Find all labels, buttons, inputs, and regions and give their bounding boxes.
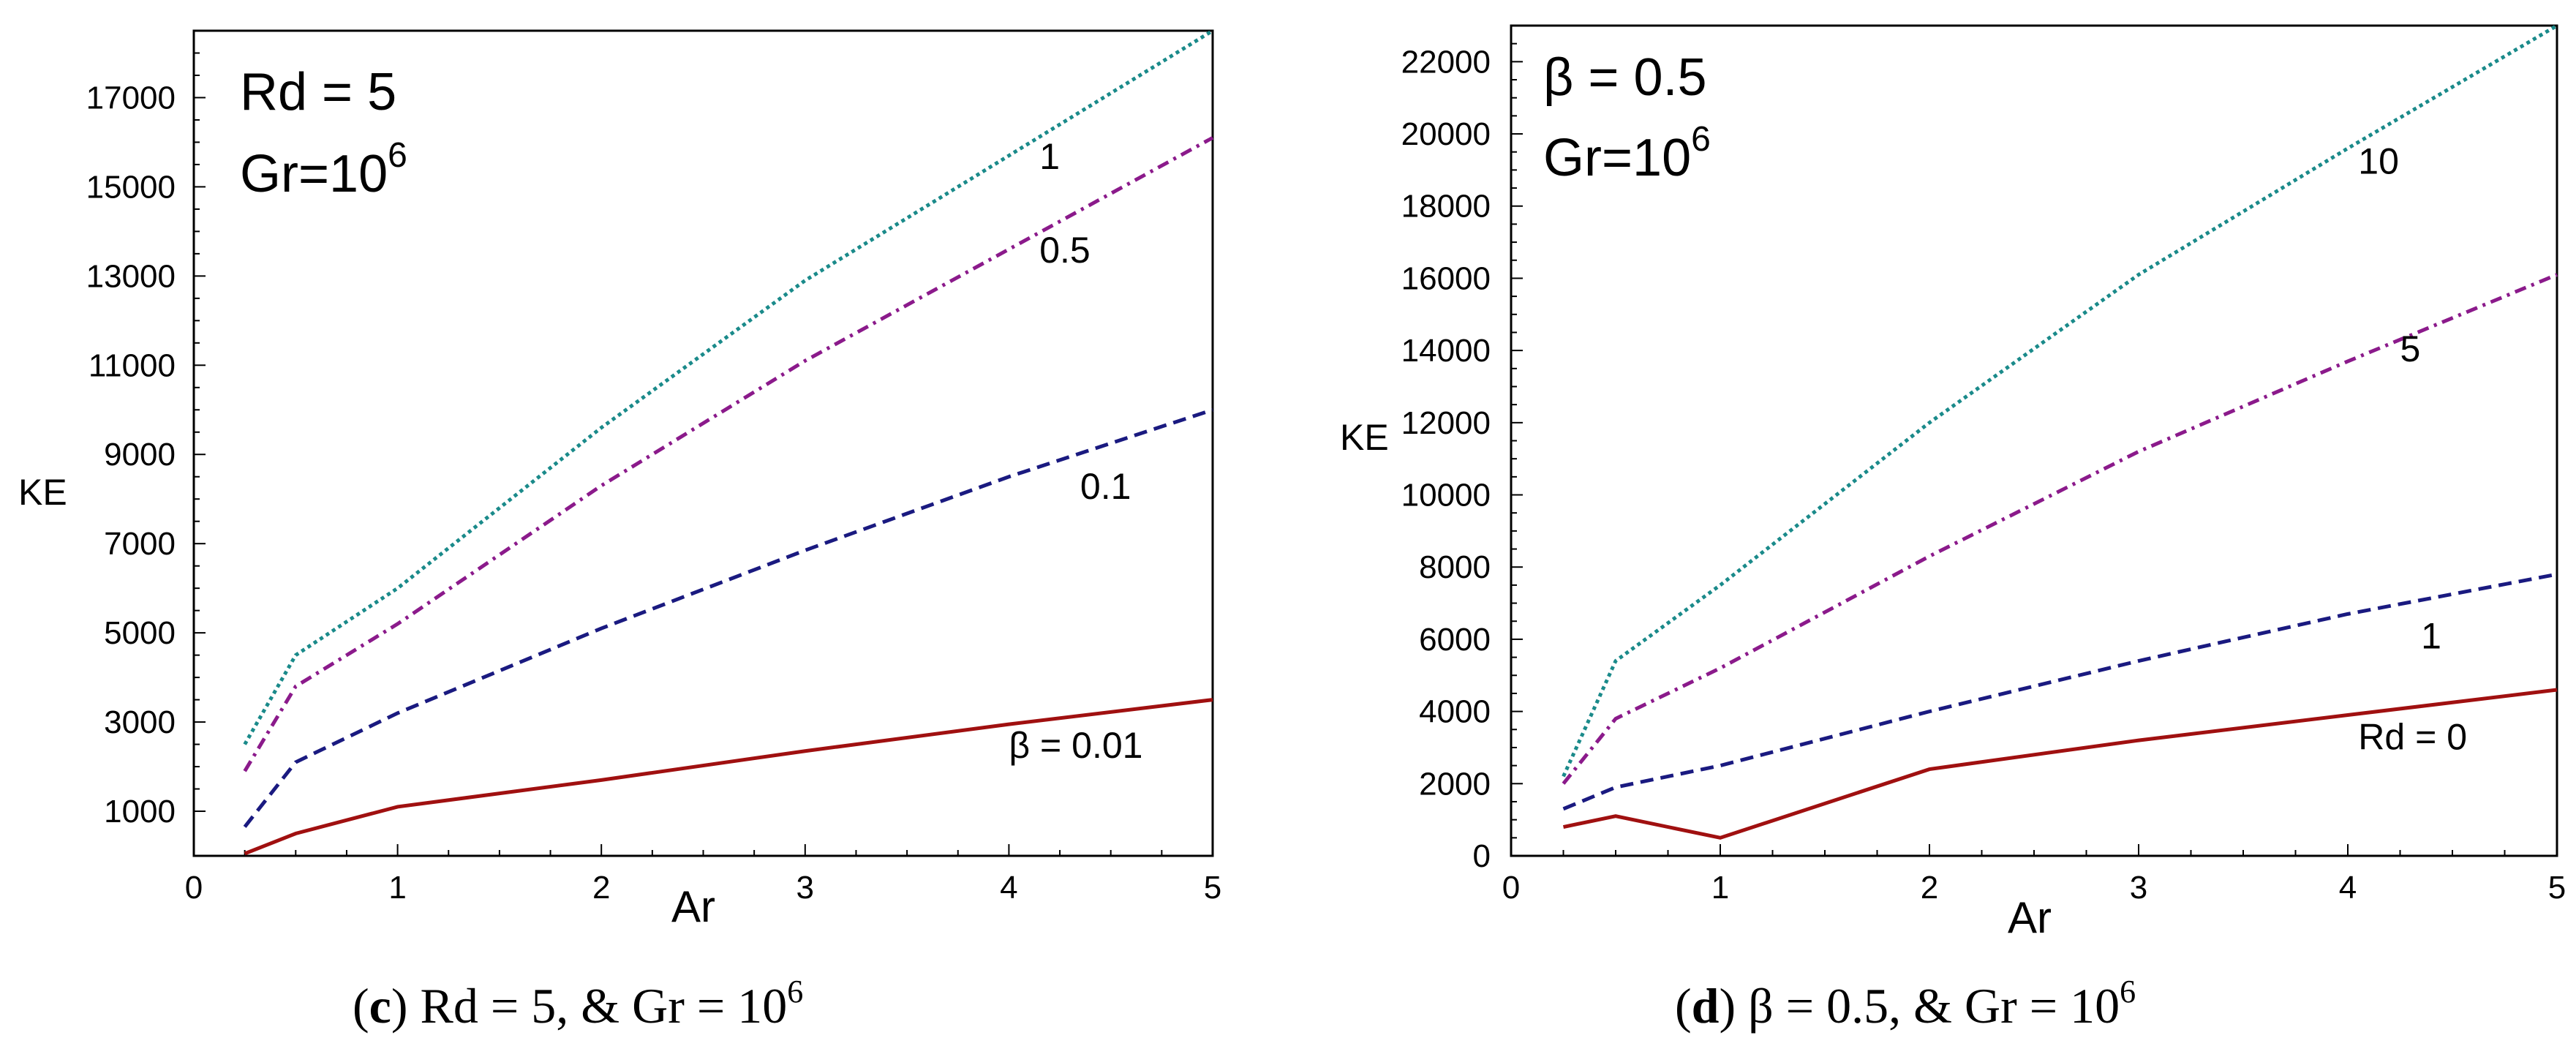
series-label: Rd = 0 <box>2358 716 2467 757</box>
y-tick-label: 18000 <box>1401 189 1491 225</box>
x-tick-label: 2 <box>1921 870 1938 906</box>
annotation-gr-base: Gr=10 <box>240 145 388 203</box>
series-label: 0.5 <box>1039 230 1091 271</box>
series-label: 10 <box>2358 140 2399 181</box>
series-line <box>243 407 1213 828</box>
caption-open: ( <box>1675 978 1692 1034</box>
annotation-gr-exponent: 6 <box>1691 120 1711 159</box>
series-line <box>1562 688 2558 840</box>
series-line <box>1562 23 2558 778</box>
caption-letter: d <box>1692 978 1720 1034</box>
chart-panel-c: 0 1 2 3 4 5 1000 3000 5000 7000 9000 11000 13000 1500… <box>18 29 1221 1034</box>
annotation-gr-base: Gr=10 <box>1543 129 1691 187</box>
y-tick-label: 8000 <box>1419 549 1491 585</box>
annotation-gr-exponent: 6 <box>388 136 407 175</box>
caption-text: ) β = 0.5, & Gr = 10 <box>1719 978 2120 1034</box>
y-tick-label: 15000 <box>86 169 176 205</box>
x-tick-label: 1 <box>1711 870 1729 906</box>
y-tick-label: 6000 <box>1419 622 1491 658</box>
x-axis-title: Ar <box>2008 893 2052 942</box>
y-tick-label: 11000 <box>88 347 176 383</box>
annotation-line-1: Rd = 5 <box>240 63 396 121</box>
caption-exponent: 6 <box>787 974 803 1009</box>
series-line <box>1562 273 2558 785</box>
y-tick-label: 7000 <box>104 526 176 562</box>
series-label: β = 0.01 <box>1009 725 1142 766</box>
series-line <box>1562 572 2558 811</box>
y-tick-label: 16000 <box>1401 260 1491 296</box>
chart-panel-d: 0 1 2 3 4 50200040006000800010000120001400016… <box>1340 23 2566 1034</box>
x-tick-label: 4 <box>1000 870 1017 906</box>
x-tick-label: 3 <box>796 870 814 906</box>
y-tick-label: 22000 <box>1401 44 1491 80</box>
y-tick-label: 5000 <box>104 615 176 651</box>
y-axis-title: KE <box>1340 417 1389 458</box>
y-tick-label: 10000 <box>1401 478 1491 514</box>
x-tick-label: 5 <box>2548 870 2566 906</box>
y-tick-label: 17000 <box>86 80 176 116</box>
y-tick-label: 0 <box>1473 838 1491 874</box>
series-label: 1 <box>2421 615 2441 656</box>
y-tick-label: 13000 <box>86 258 176 294</box>
x-tick-label: 0 <box>1502 870 1520 906</box>
series-label: 0.1 <box>1080 466 1131 507</box>
x-axis-title: Ar <box>671 882 715 931</box>
annotation-line-1: β = 0.5 <box>1543 48 1707 107</box>
y-axis-title: KE <box>18 472 67 513</box>
annotation-line-2: Gr=106 <box>1543 120 1711 187</box>
caption-exponent: 6 <box>2120 974 2136 1009</box>
caption-open: ( <box>353 978 369 1034</box>
series-line <box>243 136 1214 772</box>
x-tick-label: 2 <box>592 870 610 906</box>
x-tick-label: 5 <box>1204 870 1221 906</box>
caption-letter: c <box>369 978 391 1034</box>
annotation-line-2: Gr=106 <box>240 136 407 203</box>
y-tick-label: 9000 <box>104 437 176 473</box>
y-tick-label: 12000 <box>1401 405 1491 441</box>
panel-caption: (d) β = 0.5, & Gr = 106 <box>1675 974 2136 1034</box>
x-tick-label: 3 <box>2130 870 2147 906</box>
y-tick-label: 14000 <box>1401 333 1491 369</box>
caption-text: ) Rd = 5, & Gr = 10 <box>391 978 787 1034</box>
series-label: 5 <box>2400 328 2421 369</box>
y-tick-label: 4000 <box>1419 694 1491 730</box>
y-tick-label: 1000 <box>104 794 176 830</box>
y-tick-label: 20000 <box>1401 116 1491 152</box>
y-tick-label: 3000 <box>104 704 176 740</box>
x-tick-label: 0 <box>185 870 203 906</box>
series-label: 1 <box>1039 136 1060 177</box>
panel-caption: (c) Rd = 5, & Gr = 106 <box>353 974 803 1034</box>
series-line <box>243 29 1214 745</box>
y-tick-label: 2000 <box>1419 766 1491 802</box>
series-line <box>244 698 1213 856</box>
x-tick-label: 4 <box>2339 870 2357 906</box>
x-tick-label: 1 <box>388 870 406 906</box>
